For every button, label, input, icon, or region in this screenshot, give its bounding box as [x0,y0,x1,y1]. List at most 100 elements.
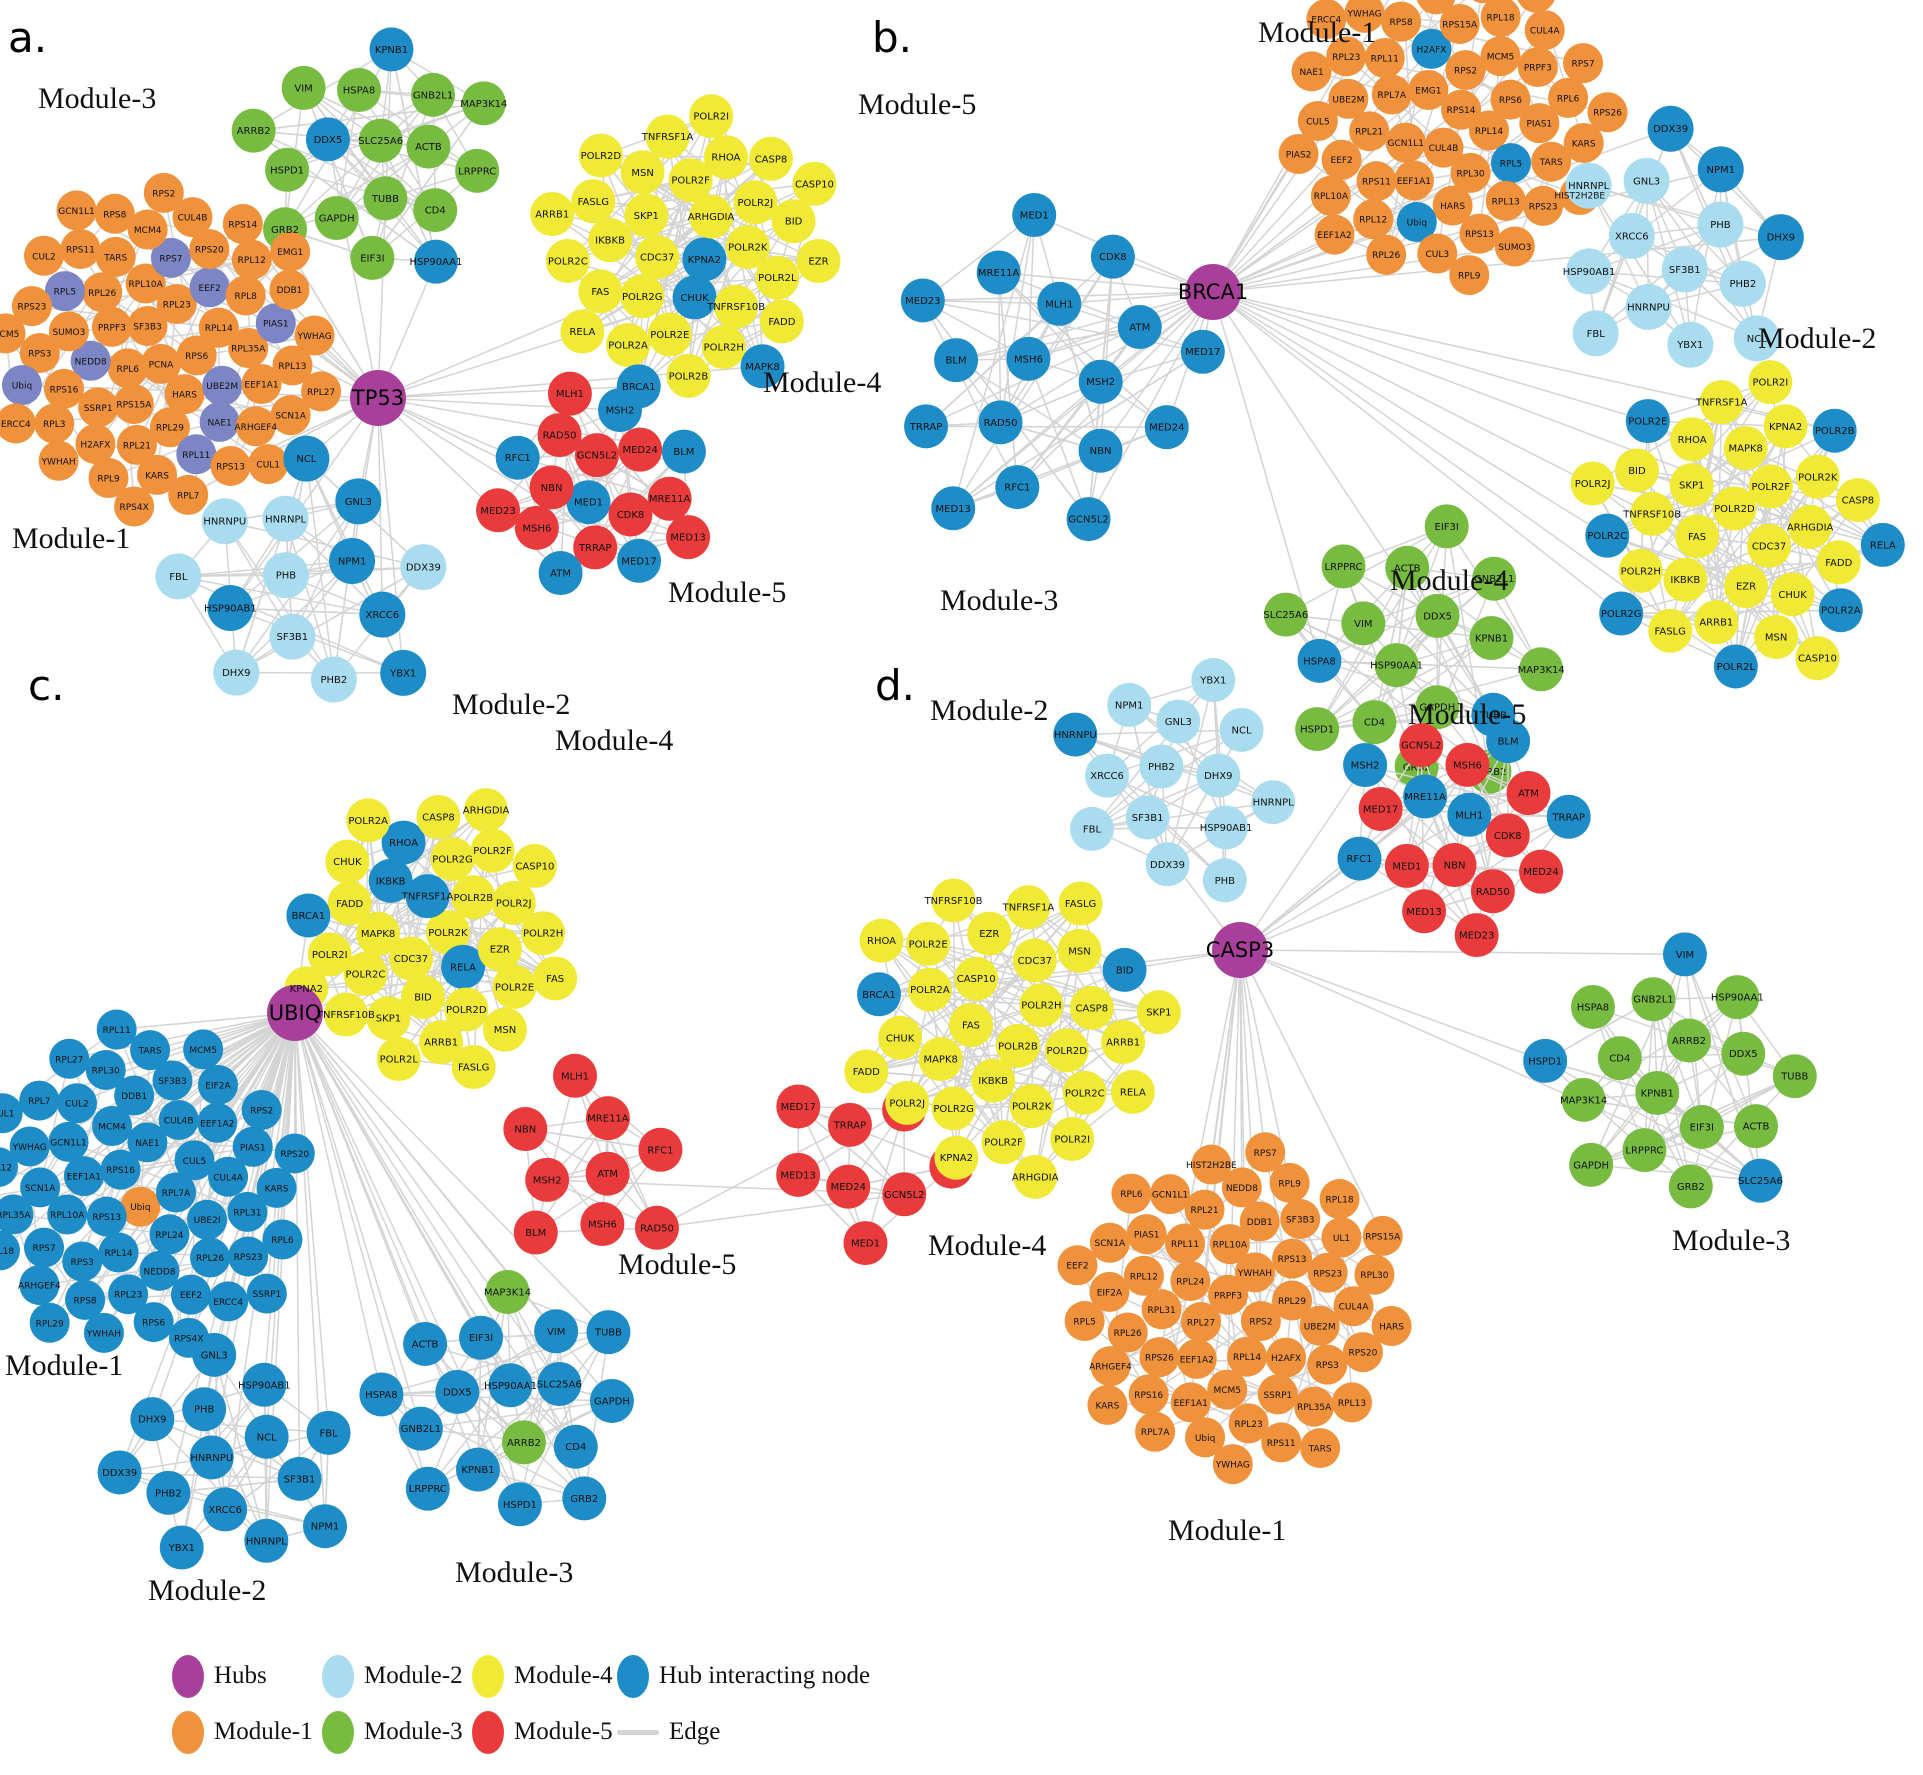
node-POLR2H [1618,548,1663,593]
node-label-RPS11: RPS11 [1362,178,1391,188]
node-GCN1L1 [48,1121,89,1162]
node-label-VIM: VIM [547,1327,565,1338]
node-label-TARS: TARS [138,1047,162,1057]
edge [1343,565,1494,716]
node-DDX5 [1721,1031,1766,1076]
hub-edge [1212,236,1781,293]
node-label-ERCC4: ERCC4 [1311,15,1341,25]
node-label-GRB2: GRB2 [1677,1182,1705,1193]
node-RPL7A [1371,74,1412,115]
node-label-PHB2: PHB2 [155,1488,182,1499]
module-label: Module-2 [1758,322,1876,355]
node-PHB [262,552,309,599]
node-label-RPL11: RPL11 [1171,1240,1199,1250]
node-CHUK [878,1015,923,1060]
node-HARS [1432,185,1473,226]
node-label-GRB2: GRB2 [271,225,299,236]
node-EEF1A2 [197,1102,238,1143]
node-RPL6 [107,348,148,389]
module-label: Module-1 [12,522,130,555]
node-label-RAD50: RAD50 [984,418,1018,429]
node-BLM [1486,719,1531,764]
node-BLM [934,338,979,383]
node-label-MED13: MED13 [670,533,705,544]
node-POLR2J [1570,461,1615,506]
node-EEF1A2 [1176,1338,1217,1379]
node-ERCC4 [208,1281,249,1322]
node-FADD [327,881,372,926]
node-label-EMG1: EMG1 [1415,86,1441,96]
edge [999,256,1114,423]
edge [1406,567,1495,716]
node-label-TRRAP: TRRAP [1551,812,1584,823]
edge [1423,816,1570,912]
node-label-TNFRSF1A: TNFRSF1A [1695,398,1748,409]
node-label-GNL3: GNL3 [201,1350,228,1361]
node-label-RPL6: RPL6 [117,365,140,375]
node-DDX39 [1145,842,1190,887]
node-GNB2L1 [411,72,456,117]
edge [1690,996,1739,1187]
node-label-HSPD1: HSPD1 [1300,725,1334,736]
node-VIM [1341,601,1386,646]
node-label-RPL23: RPL23 [163,301,191,311]
node-FASLG [571,179,616,224]
node-label-RPS26: RPS26 [1593,109,1622,119]
node-label-KPNB1: KPNB1 [461,1465,494,1476]
node-GNL3 [192,1332,237,1377]
node-RELA [1860,522,1905,567]
node-label-RPL6: RPL6 [1120,1190,1143,1200]
edge [1373,526,1448,723]
node-RPS2 [1240,1300,1281,1341]
node-GCN1L1 [56,190,97,231]
node-GNB2L1 [1631,977,1676,1022]
node-CDC37 [388,936,433,981]
node-label-LRPPRC: LRPPRC [458,166,496,177]
node-KARS [256,1167,297,1208]
node-PRPF3 [91,306,132,347]
node-label-FADD: FADD [336,899,363,910]
node-CASP8 [1835,478,1880,523]
node-label-RPS13: RPS13 [1465,230,1494,240]
node-RPL24 [149,1214,190,1255]
node-PCNA [140,343,181,384]
node-label-RPS3: RPS3 [71,1258,94,1268]
node-label-RFC1: RFC1 [1004,483,1030,494]
node-label-TNFRSF1A: TNFRSF1A [401,892,454,903]
node-PHB2 [1719,260,1766,307]
node-EMG1 [270,231,311,272]
node-label-HNRNPU: HNRNPU [1054,730,1097,741]
node-label-TARS: TARS [103,253,127,263]
node-TNFRSF1A [405,874,450,919]
legend-item-module-3: Module-3 [322,1704,472,1760]
node-NBN [1432,843,1477,888]
node-MRE11A [976,250,1021,295]
node-label-YWHAH: YWHAH [41,457,76,467]
edge [1588,270,1758,340]
node-DDX39 [1647,105,1694,152]
node-label-YBX1: YBX1 [1676,340,1703,351]
node-label-RPL30: RPL30 [92,1066,120,1076]
node-label-RPL29: RPL29 [156,424,184,434]
node-label-RPL26: RPL26 [1114,1329,1142,1339]
module-4-swatch [472,1654,504,1698]
node-label-RPS2: RPS2 [250,1106,273,1116]
node-label-RPS8: RPS8 [1390,18,1413,28]
node-ARRB2 [231,108,276,153]
edge [181,1432,330,1549]
node-label-EEF2: EEF2 [1330,156,1352,166]
node-RPL23 [108,1274,149,1315]
node-POLR2E [1625,399,1670,444]
node-RPL5 [44,271,85,312]
node-MAP3K14 [485,1269,530,1314]
legend-label: Module-3 [364,1718,463,1745]
edge [224,520,424,568]
node-label-POLR2F: POLR2F [1751,482,1790,493]
node-TUBB [363,176,408,221]
node-label-SKP1: SKP1 [1679,481,1704,492]
node-CUL4B [172,197,213,238]
node-TNFRSF1A [1699,380,1744,425]
hub-edge [1239,949,1266,1153]
node-EIF3I [1679,1104,1724,1149]
edge [1203,1209,1262,1322]
